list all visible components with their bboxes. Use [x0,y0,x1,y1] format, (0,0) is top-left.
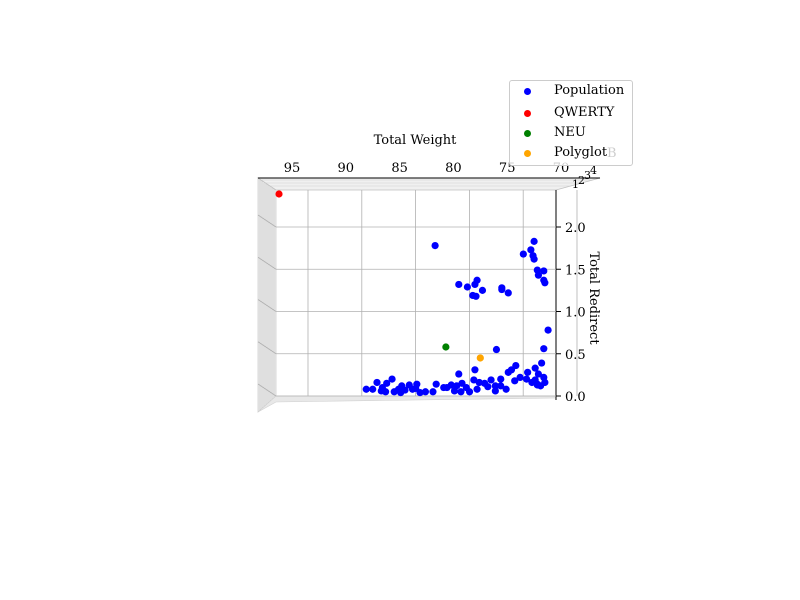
x-tick-label: 90 [338,161,355,176]
scatter-point-population [421,388,430,396]
scatter-point-population [484,383,492,391]
legend: Population QWERTY NEU Polyglot [509,80,633,166]
depth-tick-label: 4 [590,164,597,177]
legend-marker-polyglot [524,150,531,157]
scatter-point-population [382,388,390,396]
legend-label-population: Population [554,83,625,98]
scatter-point-population [470,376,478,384]
scatter-point-population [369,385,377,393]
scatter-point-population [440,383,448,392]
scatter-point-population [502,385,510,393]
z-tick-label: 0.0 [565,390,586,405]
x-tick-label: 85 [391,161,408,176]
scatter-point-population [527,246,535,254]
scatter-point-population [519,250,527,258]
legend-item-polyglot: Polyglot [510,143,634,163]
scatter-point-population [429,388,437,396]
scatter-point-population [465,388,474,396]
grid-line-side [257,299,277,312]
legend-label-neu: NEU [554,125,586,140]
z-tick-label: 2.0 [565,221,586,236]
scatter-point-population [397,389,405,397]
depth-tick-label: 2 [578,174,585,187]
scatter-point-population [504,368,512,376]
scatter-point-population [540,345,548,353]
scatter-point-population [497,382,505,390]
x-tick-label: 80 [445,161,462,176]
legend-item-neu: NEU [510,123,634,143]
scatter-point-population [431,241,439,250]
scatter-point-population [473,385,481,393]
scatter-point-population [478,286,487,294]
scatter-point-population [455,370,463,378]
scatter-point-population [544,326,552,334]
legend-item-population: Population [510,81,634,101]
scatter-point-population [412,384,420,392]
scatter-point-population [373,378,381,387]
scatter-point-population [471,366,479,374]
scatter-point-population [432,380,440,388]
scatter-point-population [530,255,538,263]
scatter-point-population [516,373,524,382]
data-points [275,190,552,397]
floor-pane [257,395,557,413]
scatter-point-population [524,368,532,376]
scatter-point-population [498,285,506,294]
grid-line-side [257,256,277,270]
z-ticks: 0.0 0.5 1.0 1.5 2.0 [556,221,586,405]
scatter-point-population [492,345,501,354]
depth-tick-label: 1 [572,178,579,191]
z-tick-label: 0.5 [565,348,586,363]
scatter-point-population [388,375,396,383]
scatter-point-population [491,382,499,390]
legend-marker-population [524,88,531,95]
scatter-point-population [538,359,546,367]
grid-line-side [257,383,277,397]
scatter-point-population [457,388,465,396]
x-axis-label: Total Weight [374,133,458,148]
grid-line-side [257,341,277,355]
scatter-point-population [533,381,541,389]
scatter-point-population [534,370,543,378]
scatter-point-population [504,289,512,297]
legend-label-polyglot: Polyglot [554,145,608,160]
scatter-point-population [540,267,548,275]
scatter-point-population [472,292,480,300]
grid-lines [257,190,578,397]
scatter-point-population [475,378,483,387]
scatter-point-population [531,364,539,372]
depth-ticks: 1 2 3 4 [572,164,597,191]
z-tick-label: 1.0 [565,306,586,321]
scatter-point-population [455,280,463,289]
scatter-point-population [530,237,538,245]
scatter-point-polyglot [476,354,484,362]
depth-tick-label: 3 [584,169,591,182]
scatter-point-population [522,375,531,383]
z-tick-label: 1.5 [565,263,586,278]
scatter-point-population [511,377,519,385]
legend-marker-qwerty [524,110,531,117]
legend-marker-neu [524,130,531,137]
scatter-point-population [534,271,543,279]
scatter-point-population [497,375,505,383]
left-pane [257,177,277,413]
x-tick-label: 95 [284,161,301,176]
scatter-point-population [390,388,398,396]
scatter-point-population [463,283,471,291]
scatter-point-population [541,279,549,287]
scatter-point-qwerty [275,190,283,198]
scatter-point-population [362,385,370,393]
legend-item-qwerty: QWERTY [510,103,634,123]
scatter-point-population [491,387,499,395]
grid-line-side [257,214,277,228]
legend-label-qwerty: QWERTY [554,105,615,120]
z-axis-label: Total Redirect [586,251,601,345]
scatter-point-population [471,280,479,289]
scatter-point-population [487,376,495,384]
top-pane-lines [262,179,590,187]
scatter-point-neu [442,343,450,351]
scatter-point-population [450,387,459,395]
